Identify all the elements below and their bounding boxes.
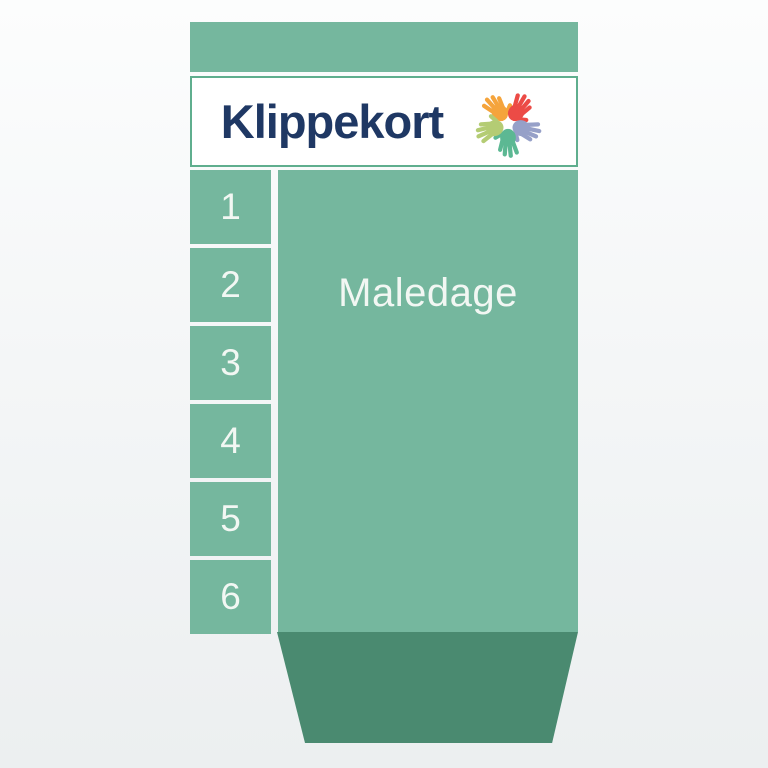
card-title-banner: Klippekort xyxy=(190,76,578,167)
punch-number: 3 xyxy=(220,342,241,383)
punch-box-1[interactable]: 1 xyxy=(190,170,271,244)
klippekort-card: Klippekort xyxy=(190,0,578,768)
punch-box-3[interactable]: 3 xyxy=(190,326,271,400)
punch-number: 4 xyxy=(220,420,241,461)
card-title: Klippekort xyxy=(220,95,444,148)
punch-number: 6 xyxy=(220,576,241,617)
punch-box-4[interactable]: 4 xyxy=(190,404,271,478)
card-subtitle: Maledage xyxy=(338,271,518,315)
hand-purple-icon xyxy=(512,119,542,142)
punch-number: 2 xyxy=(220,264,241,305)
hand-red-icon xyxy=(508,92,532,122)
hand-teal-icon xyxy=(493,128,520,158)
card-top-bar xyxy=(190,22,578,72)
five-hands-circle-logo xyxy=(476,92,542,158)
hand-lime-icon xyxy=(476,113,504,143)
card-base-trapezoid xyxy=(277,632,578,743)
punch-box-6[interactable]: 6 xyxy=(190,560,271,634)
punch-number: 1 xyxy=(220,186,241,227)
punch-number: 5 xyxy=(220,498,241,539)
punch-box-5[interactable]: 5 xyxy=(190,482,271,556)
card-main-area: Maledage xyxy=(278,170,578,632)
hand-orange-icon xyxy=(482,94,513,121)
punch-box-2[interactable]: 2 xyxy=(190,248,271,322)
punch-column: 1 2 3 4 5 6 xyxy=(190,170,271,634)
